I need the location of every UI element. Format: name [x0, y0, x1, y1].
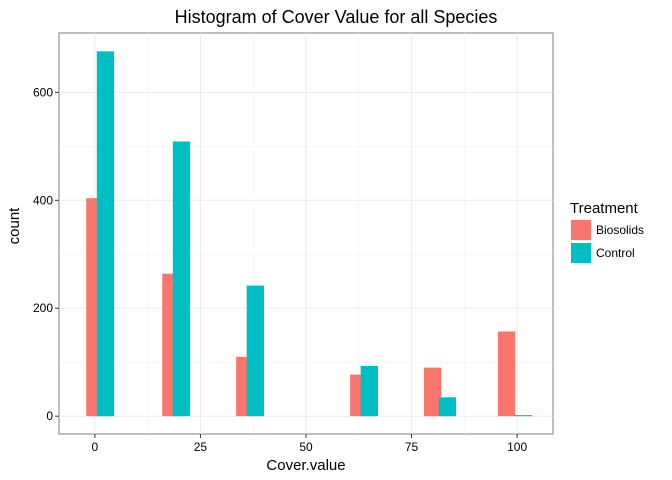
legend-swatch-biosolids	[571, 220, 591, 240]
y-tick-label: 0	[46, 409, 53, 423]
bar-control	[246, 285, 264, 417]
y-axis-title: count	[6, 207, 23, 245]
y-tick-label: 400	[33, 193, 53, 207]
x-tick-label: 0	[92, 440, 99, 454]
bar-biosolids	[497, 331, 516, 417]
legend-label-biosolids: Biosolids	[596, 223, 644, 237]
bar-biosolids	[424, 367, 442, 417]
bar-control	[438, 397, 457, 417]
x-axis-ticks: 0 25 50 75 100	[92, 434, 527, 454]
grid-lines	[59, 33, 553, 434]
x-tick-label: 50	[299, 440, 313, 454]
bar-control	[172, 141, 191, 417]
y-axis-ticks: 0 200 400 600	[33, 85, 59, 423]
bar-control	[360, 365, 378, 417]
y-tick-label: 200	[33, 301, 53, 315]
x-axis-title: Cover.value	[266, 457, 345, 474]
x-tick-label: 100	[507, 440, 527, 454]
y-tick-label: 600	[33, 85, 53, 99]
x-tick-label: 75	[405, 440, 419, 454]
chart-title: Histogram of Cover Value for all Species	[175, 7, 498, 27]
legend-label-control: Control	[596, 246, 635, 260]
bars	[86, 51, 533, 417]
bar-control	[514, 415, 533, 417]
legend: Treatment Biosolids Control	[569, 200, 644, 265]
legend-title: Treatment	[570, 200, 639, 217]
bar-control	[96, 51, 115, 417]
x-tick-label: 25	[194, 440, 208, 454]
legend-swatch-control	[571, 243, 591, 263]
